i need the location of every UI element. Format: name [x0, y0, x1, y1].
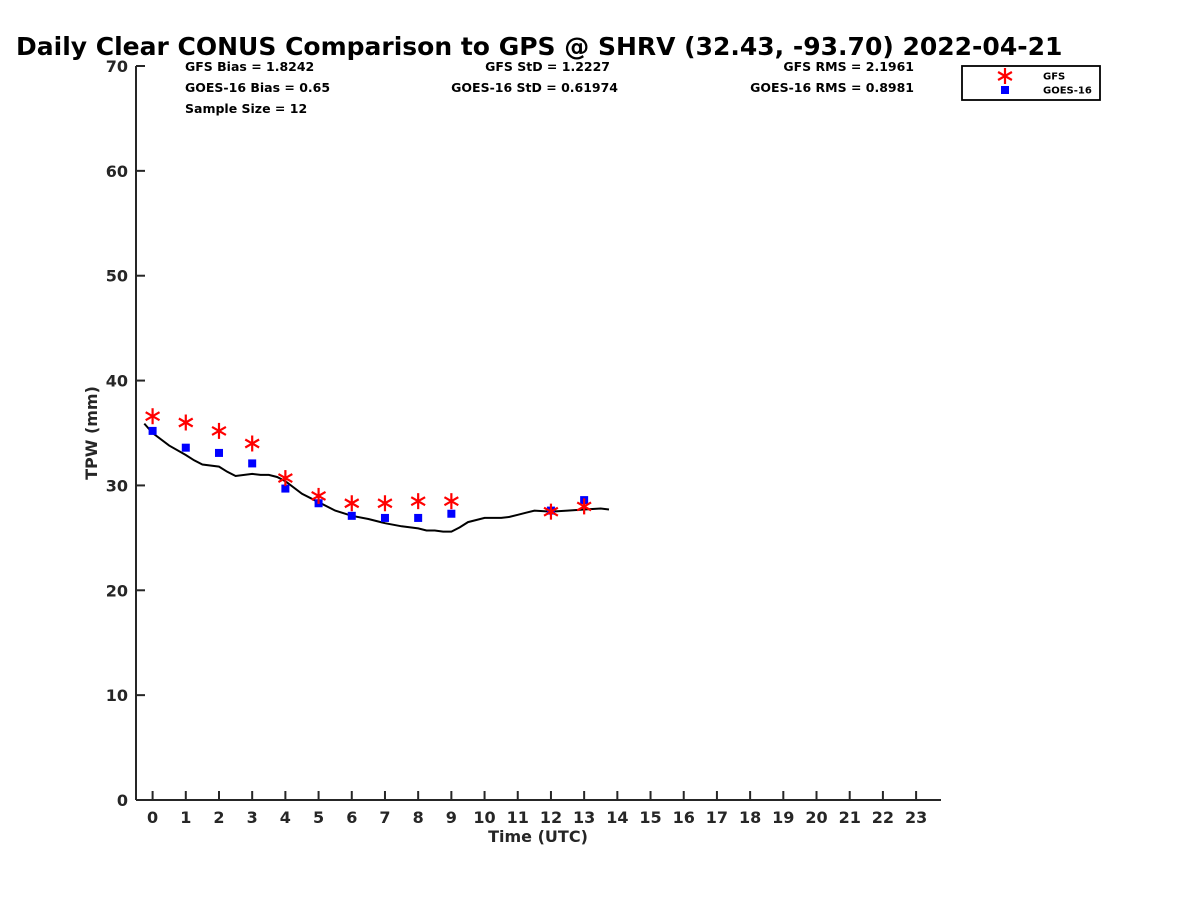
y-tick-label: 10	[106, 686, 128, 705]
x-tick-label: 4	[280, 808, 291, 827]
stat-gfs-std: GFS StD = 1.2227	[485, 59, 610, 74]
x-tick-label: 21	[839, 808, 861, 827]
legend-label: GOES-16	[1043, 86, 1092, 97]
x-tick-label: 13	[573, 808, 595, 827]
x-tick-label: 15	[639, 808, 661, 827]
gfs-point	[345, 495, 359, 511]
y-tick-label: 20	[106, 581, 128, 600]
gfs-point	[245, 435, 259, 451]
gfs-point	[577, 498, 591, 514]
y-tick-label: 70	[106, 57, 128, 76]
goes16-point	[381, 514, 389, 522]
x-tick-label: 6	[346, 808, 357, 827]
x-tick-label: 1	[180, 808, 191, 827]
x-tick-label: 22	[872, 808, 894, 827]
legend-label: GFS	[1043, 72, 1065, 83]
y-tick-label: 50	[106, 267, 128, 286]
x-tick-label: 0	[147, 808, 158, 827]
stat-goes-rms: GOES-16 RMS = 0.8981	[750, 80, 914, 95]
x-tick-label: 2	[213, 808, 224, 827]
gfs-point	[179, 415, 193, 431]
x-tick-label: 17	[706, 808, 728, 827]
x-tick-label: 10	[473, 808, 495, 827]
stat-sample-size: Sample Size = 12	[185, 101, 307, 116]
x-tick-label: 8	[413, 808, 424, 827]
goes16-point	[414, 514, 422, 522]
stat-goes-std: GOES-16 StD = 0.61974	[451, 80, 618, 95]
x-tick-label: 9	[446, 808, 457, 827]
gfs-point	[411, 493, 425, 509]
series-line	[144, 424, 609, 532]
gfs-point	[146, 408, 160, 424]
goes16-point	[248, 459, 256, 467]
gfs-point	[312, 488, 326, 504]
chart: Daily Clear CONUS Comparison to GPS @ SH…	[0, 0, 1200, 900]
stat-gfs-bias: GFS Bias = 1.8242	[185, 59, 314, 74]
x-tick-label: 23	[905, 808, 927, 827]
x-tick-label: 16	[673, 808, 695, 827]
y-tick-label: 30	[106, 476, 128, 495]
y-tick-label: 0	[117, 791, 128, 810]
y-axis-label: TPW (mm)	[82, 386, 101, 480]
goes16-point	[215, 449, 223, 457]
chart-title: Daily Clear CONUS Comparison to GPS @ SH…	[16, 32, 1062, 61]
goes16-point	[149, 427, 157, 435]
gfs-point	[444, 493, 458, 509]
x-tick-label: 18	[739, 808, 761, 827]
x-axis-label: Time (UTC)	[488, 827, 588, 846]
stat-goes-bias: GOES-16 Bias = 0.65	[185, 80, 330, 95]
x-tick-label: 3	[247, 808, 258, 827]
x-tick-label: 14	[606, 808, 628, 827]
x-tick-label: 7	[379, 808, 390, 827]
x-tick-label: 19	[772, 808, 794, 827]
y-tick-label: 40	[106, 372, 128, 391]
data-marks	[144, 408, 609, 531]
goes16-point	[182, 444, 190, 452]
x-tick-label: 20	[805, 808, 827, 827]
gfs-point	[212, 423, 226, 439]
gfs-point	[378, 495, 392, 511]
goes16-point	[348, 512, 356, 520]
y-tick-label: 60	[106, 162, 128, 181]
x-tick-label: 11	[507, 808, 529, 827]
stat-gfs-rms: GFS RMS = 2.1961	[783, 59, 914, 74]
legend: GFS GOES-16	[962, 66, 1100, 100]
goes16-point	[447, 510, 455, 518]
x-tick-label: 12	[540, 808, 562, 827]
x-tick-label: 5	[313, 808, 324, 827]
legend-goes16-marker	[1001, 86, 1009, 94]
